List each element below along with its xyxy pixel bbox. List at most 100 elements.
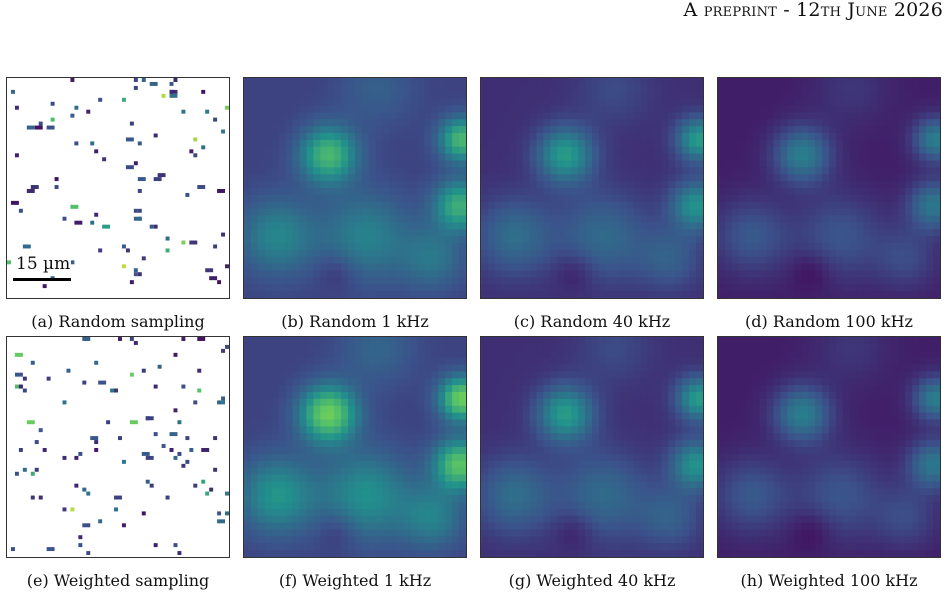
- sample-pixel: [46, 125, 55, 130]
- sample-pixel: [201, 145, 206, 150]
- sample-pixel: [90, 436, 99, 441]
- panel-h-weighted-100khz: [717, 336, 941, 558]
- sample-pixel: [197, 185, 206, 189]
- sample-pixel: [165, 248, 170, 253]
- sample-pixel: [14, 153, 19, 158]
- sample-pixel: [114, 495, 122, 500]
- sample-pixel: [213, 436, 218, 441]
- sample-pixel: [137, 177, 146, 182]
- sample-pixel: [209, 276, 218, 281]
- sample-pixel: [38, 495, 43, 500]
- sample-pixel: [181, 240, 186, 245]
- sample-pixel: [74, 455, 79, 460]
- sample-pixel: [22, 376, 27, 381]
- sample-pixel: [54, 185, 59, 189]
- sample-pixel: [205, 491, 210, 496]
- sample-pixel: [221, 129, 226, 134]
- sample-pixel: [221, 396, 226, 401]
- sample-pixel: [14, 352, 23, 357]
- sample-pixel: [78, 543, 83, 548]
- sample-pixel: [54, 177, 59, 182]
- sample-pixel: [221, 348, 226, 353]
- sample-pixel: [18, 208, 23, 213]
- sample-pixel: [177, 420, 182, 425]
- sample-pixel: [185, 459, 190, 464]
- panel-f-weighted-1khz: [243, 336, 467, 558]
- sample-pixel: [173, 408, 178, 413]
- sample-pixel: [169, 93, 178, 98]
- sample-pixel: [38, 428, 43, 433]
- sample-pixel: [189, 240, 198, 245]
- sample-pixel: [149, 483, 154, 488]
- sample-pixel: [141, 451, 150, 456]
- sample-pixel: [153, 224, 158, 229]
- sample-pixel: [102, 157, 107, 162]
- sample-pixel: [121, 97, 126, 102]
- reconstruction-heatmap: [244, 337, 466, 557]
- caption-c: (c) Random 40 kHz: [513, 312, 671, 331]
- sample-pixel: [197, 388, 202, 393]
- sample-pixel: [193, 400, 198, 405]
- sample-pixel: [173, 78, 178, 82]
- sample-pixel: [22, 467, 27, 472]
- sample-pixel: [205, 109, 210, 114]
- sample-pixel: [217, 280, 222, 285]
- sparse-sample-map: [7, 78, 229, 289]
- sample-pixel: [121, 244, 126, 249]
- sample-pixel: [10, 200, 19, 205]
- sample-pixel: [165, 236, 170, 241]
- sample-pixel: [137, 272, 142, 277]
- sample-pixel: [133, 268, 138, 273]
- sample-pixel: [213, 117, 218, 122]
- sample-pixel: [217, 519, 226, 524]
- sample-pixel: [141, 511, 146, 516]
- sample-pixel: [14, 105, 19, 110]
- running-header: A preprint - 12th June 2026: [684, 0, 943, 21]
- sample-pixel: [74, 105, 79, 110]
- sample-pixel: [181, 384, 186, 389]
- sample-pixel: [161, 444, 166, 448]
- sample-pixel: [161, 93, 166, 98]
- sample-pixel: [133, 208, 138, 213]
- sample-pixel: [14, 372, 23, 377]
- sample-pixel: [177, 451, 182, 456]
- sample-pixel: [133, 272, 138, 277]
- sample-pixel: [94, 212, 99, 217]
- sample-pixel: [114, 388, 118, 393]
- reconstruction-heatmap: [718, 78, 940, 298]
- sample-pixel: [137, 216, 142, 221]
- sample-pixel: [225, 511, 229, 516]
- sample-pixel: [225, 344, 229, 349]
- sample-pixel: [34, 125, 43, 130]
- sample-pixel: [82, 337, 91, 341]
- sample-pixel: [129, 420, 138, 425]
- sample-pixel: [14, 471, 19, 476]
- sample-pixel: [213, 244, 218, 249]
- sample-pixel: [114, 507, 118, 512]
- sample-pixel: [42, 284, 47, 289]
- scale-bar: [13, 278, 71, 281]
- panel-c-random-40khz: [480, 77, 704, 299]
- sample-pixel: [129, 337, 134, 341]
- sample-pixel: [86, 551, 91, 556]
- sample-pixel: [169, 432, 178, 437]
- sample-pixel: [153, 384, 158, 389]
- sample-pixel: [169, 89, 178, 94]
- sample-pixel: [193, 153, 198, 158]
- sample-pixel: [7, 260, 11, 265]
- caption-b: (b) Random 1 kHz: [281, 312, 429, 331]
- sample-pixel: [133, 85, 138, 90]
- sample-pixel: [26, 125, 35, 130]
- sample-pixel: [177, 551, 182, 556]
- sample-pixel: [193, 483, 198, 488]
- caption-g: (g) Weighted 40 kHz: [508, 571, 676, 590]
- sample-pixel: [149, 224, 154, 229]
- sample-pixel: [141, 256, 146, 261]
- sample-pixel: [62, 455, 67, 460]
- sample-pixel: [173, 543, 178, 548]
- caption-f: (f) Weighted 1 kHz: [278, 571, 432, 590]
- sample-pixel: [66, 368, 71, 373]
- sample-pixel: [70, 507, 75, 512]
- sample-pixel: [125, 137, 134, 142]
- sample-pixel: [90, 141, 95, 146]
